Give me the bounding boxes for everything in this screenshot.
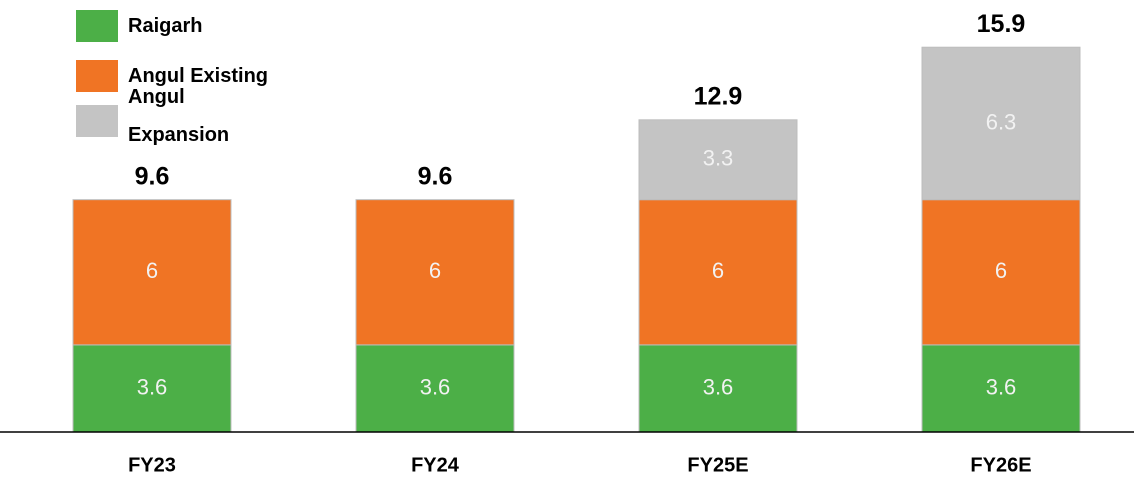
data-label: 6.3 [986,109,1017,134]
x-tick-label: FY24 [411,454,460,476]
bar-segment [638,199,798,346]
legend-swatch [76,105,118,137]
total-label: 12.9 [694,82,743,110]
data-label: 3.6 [986,374,1017,399]
legend-swatch [76,60,118,92]
bar-segment [638,119,798,201]
data-label: 6 [146,258,158,283]
total-label: 9.6 [135,162,170,190]
data-label: 6 [712,258,724,283]
data-label: 6 [429,258,441,283]
data-label: 3.6 [137,374,168,399]
bar-segment [355,344,515,433]
x-tick-label: FY26E [970,454,1031,476]
data-label: 3.6 [703,374,734,399]
bar-segment [921,199,1081,346]
total-label: 15.9 [977,10,1026,38]
bar-segment [355,199,515,346]
legend-swatch [76,10,118,42]
legend-label: Raigarh [128,15,203,37]
bar-segment [72,199,232,346]
data-label: 3.3 [703,146,734,171]
x-tick-label: FY25E [687,454,748,476]
data-label: 3.6 [420,374,451,399]
data-label: 6 [995,258,1007,283]
legend-label: Angul Expansion [128,86,230,146]
bar-segment [72,344,232,433]
x-tick-label: FY23 [128,454,176,476]
bar-segment [638,344,798,433]
legend-label: Angul Existing [128,65,268,87]
total-label: 9.6 [418,162,453,190]
bar-segment [921,46,1081,201]
